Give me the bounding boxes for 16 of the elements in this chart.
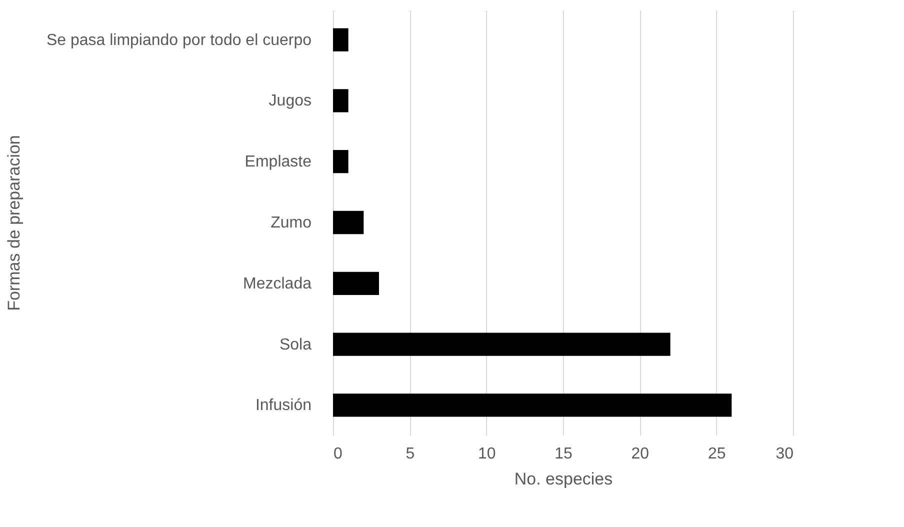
y-tick-label: Zumo (270, 214, 312, 232)
y-tick-label: Jugos (268, 92, 312, 110)
y-tick-label: Mezclada (243, 275, 312, 292)
x-tick-label: 15 (554, 446, 572, 462)
y-tick-label: Se pasa limpiando por todo el cuerpo (46, 32, 312, 49)
x-tick-label: 25 (708, 446, 726, 462)
y-tick-label: Emplaste (244, 154, 312, 171)
x-axis-title: No. especies (514, 470, 613, 488)
x-tick-label: 10 (478, 446, 496, 462)
x-tick-label: 0 (334, 446, 342, 462)
y-tick-label: Infusión (255, 397, 312, 414)
x-tick-label: 5 (406, 446, 415, 462)
x-tick-label: 30 (776, 446, 794, 462)
x-tick-label: 20 (631, 446, 650, 462)
y-tick-label: Sola (279, 336, 312, 354)
y-axis-title: Formas de preparacion (4, 135, 24, 311)
